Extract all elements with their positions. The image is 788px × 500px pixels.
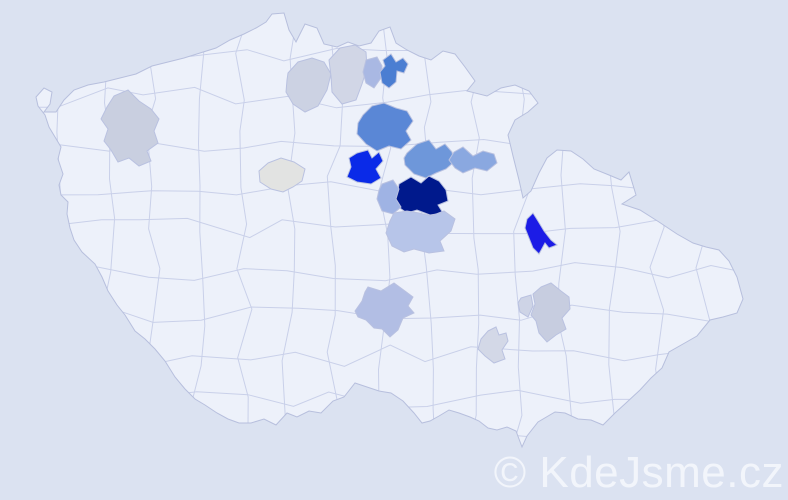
map-region-10[interactable]	[448, 146, 498, 174]
map-region-14[interactable]	[524, 212, 558, 255]
map-region-9[interactable]	[403, 139, 455, 179]
map-region-18[interactable]	[477, 326, 509, 364]
district-border-line	[235, 13, 253, 443]
country-outline	[35, 12, 744, 449]
district-border-line	[36, 217, 743, 239]
map-region-7[interactable]	[258, 157, 306, 193]
map-region-15[interactable]	[354, 282, 415, 338]
map-region-1[interactable]	[100, 89, 160, 167]
map-region-6[interactable]	[356, 102, 414, 152]
district-border-line	[191, 13, 208, 447]
map-region-13[interactable]	[385, 210, 456, 254]
map-region-8[interactable]	[346, 149, 384, 185]
map-region-17[interactable]	[517, 294, 534, 318]
map-region-12[interactable]	[376, 179, 402, 215]
highlighted-districts	[100, 44, 571, 364]
map-region-16[interactable]	[530, 282, 571, 343]
district-border-line	[36, 262, 743, 282]
map-region-4[interactable]	[362, 56, 383, 89]
map-region-3[interactable]	[328, 44, 368, 105]
map-region-5[interactable]	[379, 53, 409, 89]
watermark-text: © KdeJsme.cz	[494, 448, 784, 497]
map-region-2[interactable]	[285, 57, 332, 113]
